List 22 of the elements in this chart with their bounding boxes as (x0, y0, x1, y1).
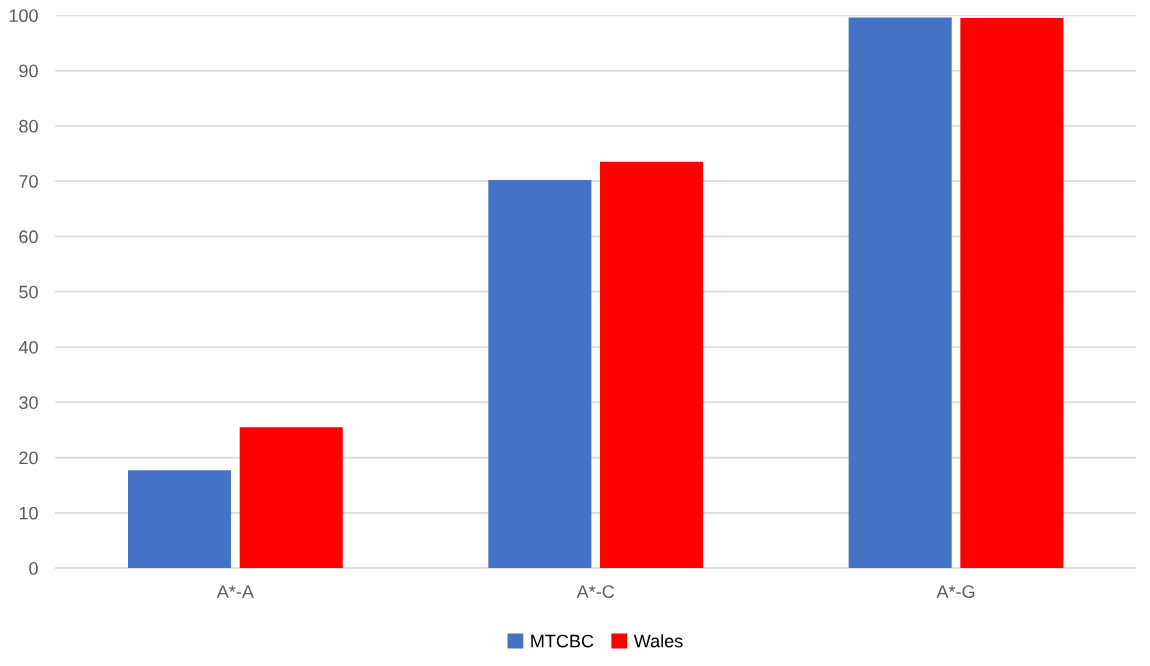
x-tick-label: A*-A (216, 585, 254, 598)
y-tick-label: 0 (29, 562, 38, 575)
y-tick-label: 100 (9, 9, 38, 23)
bar (127, 470, 232, 569)
y-tick-label: 90 (19, 64, 38, 78)
y-tick-label: 70 (19, 175, 38, 188)
y-tick-label: 10 (19, 506, 38, 520)
legend-label: MTCBC (531, 634, 594, 648)
bar (960, 18, 1064, 569)
y-tick-label: 50 (19, 285, 38, 299)
bar (239, 427, 343, 569)
y-tick-label: 20 (19, 451, 38, 465)
x-tick-label: A*-G (936, 585, 975, 599)
y-tick-label: 30 (19, 396, 38, 409)
y-tick-label: 40 (18, 340, 38, 354)
y-tick-label: 60 (19, 230, 38, 244)
y-tick-label: 80 (19, 119, 38, 133)
bar (488, 180, 592, 569)
x-tick-label: A*-C (576, 585, 615, 599)
legend-label: Wales (633, 634, 683, 648)
bar (848, 17, 952, 569)
bar (600, 161, 704, 569)
